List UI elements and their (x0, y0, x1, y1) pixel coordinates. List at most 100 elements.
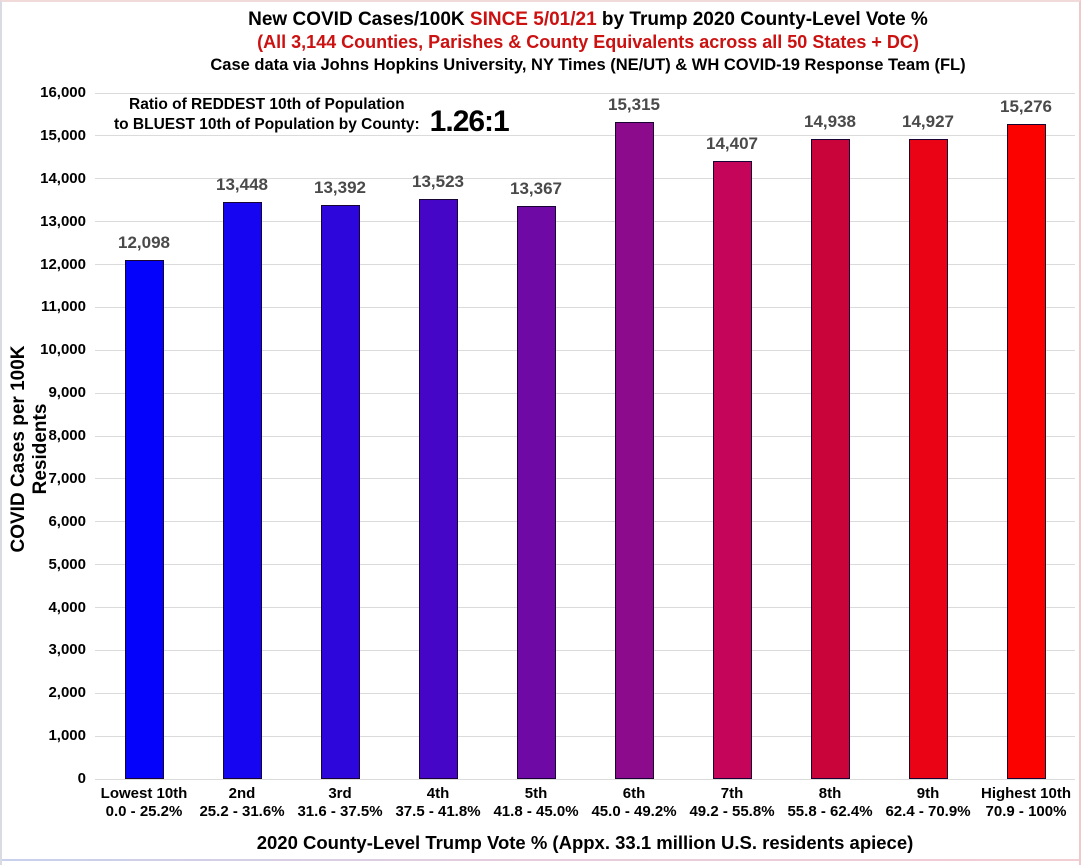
gridline (95, 692, 1075, 694)
x-tick-range: 41.8 - 45.0% (493, 803, 579, 820)
y-tick-label: 16,000 (40, 84, 86, 101)
y-tick-label: 6,000 (48, 512, 86, 530)
x-tick-range: 70.9 - 100% (985, 803, 1067, 820)
bottom-gradient-border (2, 859, 1079, 861)
x-tick-label: 7th 49.2 - 55.8% (683, 785, 781, 821)
chart-header: New COVID Cases/100K SINCE 5/01/21 by Tr… (97, 8, 1079, 77)
y-tick-label: 7,000 (48, 469, 86, 487)
bar-value-label: 12,098 (118, 233, 170, 253)
ratio-line2: to BLUEST 10th of Population by County: (114, 116, 420, 133)
bar-4th (418, 199, 458, 779)
x-tick-label: 5th 41.8 - 45.0% (487, 785, 585, 821)
y-tick-label: 5,000 (48, 555, 86, 573)
bar-value-label: 13,448 (216, 175, 268, 195)
ratio-value: 1.26:1 (429, 105, 510, 138)
plot-area: 12,098 13,448 13,392 13,523 13,367 15,315 14,4… (95, 92, 1075, 780)
gridline (95, 478, 1075, 480)
gridline (95, 607, 1075, 608)
bar-value-label: 14,938 (804, 111, 856, 131)
bar-value-label: 13,523 (412, 172, 464, 192)
bar-value-label: 13,392 (314, 177, 366, 197)
y-tick-label: 11,000 (40, 298, 86, 316)
chart-subtitle: (All 3,144 Counties, Parishes & County E… (257, 32, 919, 52)
x-tick-label: Highest 10th 70.9 - 100% (977, 785, 1075, 821)
chart-source-line: Case data via Johns Hopkins University, … (210, 56, 966, 74)
gridline (95, 735, 1075, 737)
x-tick-tier: 6th (622, 785, 646, 802)
bar-value-label: 15,276 (1000, 97, 1052, 117)
x-tick-tier: 2nd (228, 785, 256, 802)
x-tick-tier: 5th (524, 785, 548, 802)
bar-6th (614, 122, 654, 779)
y-tick-label: 1,000 (48, 727, 86, 745)
gridline (95, 264, 1075, 265)
gridline (95, 521, 1075, 523)
x-tick-label: 6th 45.0 - 49.2% (585, 785, 683, 821)
bar-8th (810, 138, 850, 779)
gridline (95, 649, 1075, 651)
x-tick-range: 0.0 - 25.2% (105, 803, 183, 820)
bar-2nd (222, 202, 262, 779)
bar-5th (516, 205, 556, 779)
x-tick-label: Lowest 10th 0.0 - 25.2% (95, 785, 193, 821)
gridline (95, 564, 1075, 566)
y-tick-label: 4,000 (48, 598, 86, 616)
x-tick-range: 62.4 - 70.9% (885, 803, 971, 820)
y-tick-label: 10,000 (40, 341, 86, 359)
x-tick-label: 8th 55.8 - 62.4% (781, 785, 879, 821)
x-tick-range: 55.8 - 62.4% (787, 803, 873, 820)
y-tick-label: 9,000 (48, 384, 86, 402)
bar-3rd (320, 204, 360, 779)
y-tick-label: 13,000 (40, 212, 86, 230)
gridline (95, 349, 1075, 351)
y-tick-label: 12,000 (40, 255, 86, 273)
x-tick-label: 9th 62.4 - 70.9% (879, 785, 977, 821)
bar-value-label: 15,315 (608, 95, 660, 115)
x-tick-tier: Highest 10th (980, 785, 1071, 802)
bar-7th (712, 161, 752, 779)
y-tick-label: 3,000 (48, 641, 86, 659)
bar-9th (908, 139, 948, 779)
ratio-annotation-text: Ratio of REDDEST 10th of Population to B… (114, 95, 420, 135)
gridline (95, 92, 1075, 94)
x-tick-range: 45.0 - 49.2% (591, 803, 677, 820)
bar-lowest-10th (124, 260, 164, 779)
gridline (95, 306, 1075, 308)
gridline (95, 221, 1075, 223)
x-tick-label: 3rd 31.6 - 37.5% (291, 785, 389, 821)
x-tick-tier: 4th (426, 785, 450, 802)
y-tick-label: 8,000 (48, 427, 86, 444)
x-tick-range: 49.2 - 55.8% (689, 803, 775, 820)
x-tick-tier: 8th (818, 785, 842, 802)
ratio-annotation: Ratio of REDDEST 10th of Population to B… (114, 95, 510, 138)
gridline (95, 435, 1075, 437)
gridline (95, 778, 1075, 780)
x-tick-range: 31.6 - 37.5% (297, 803, 383, 820)
gridline (95, 392, 1075, 394)
x-tick-range: 25.2 - 31.6% (199, 803, 285, 820)
x-tick-tier: 9th (916, 785, 940, 802)
title-red-date: SINCE 5/01/21 (469, 9, 597, 30)
chart-title-line1: New COVID Cases/100K SINCE 5/01/21 by Tr… (97, 8, 1079, 31)
bar-highest-10th (1006, 124, 1046, 779)
y-tick-label: 0 (77, 770, 86, 787)
gridline (95, 135, 1075, 137)
y-tick-label: 2,000 (48, 684, 86, 702)
x-tick-tier: 3rd (328, 785, 352, 802)
bar-value-label: 14,927 (902, 112, 954, 132)
x-tick-label: 2nd 25.2 - 31.6% (193, 785, 291, 821)
ratio-line1: Ratio of REDDEST 10th of Population (129, 96, 405, 113)
y-tick-label: 15,000 (40, 126, 86, 144)
bar-value-label: 13,367 (510, 178, 562, 198)
y-tick-label: 14,000 (40, 169, 86, 187)
x-tick-label: 4th 37.5 - 41.8% (389, 785, 487, 821)
bar-value-label: 14,407 (706, 134, 758, 154)
x-tick-range: 37.5 - 41.8% (395, 803, 481, 820)
x-tick-tier: Lowest 10th (100, 785, 188, 802)
title-part3: by Trump 2020 County-Level Vote % (596, 9, 928, 30)
title-part1: New COVID Cases/100K (248, 9, 470, 30)
x-tick-tier: 7th (720, 785, 744, 802)
gridline (95, 178, 1075, 180)
x-axis-title: 2020 County-Level Trump Vote % (Appx. 33… (256, 832, 914, 853)
